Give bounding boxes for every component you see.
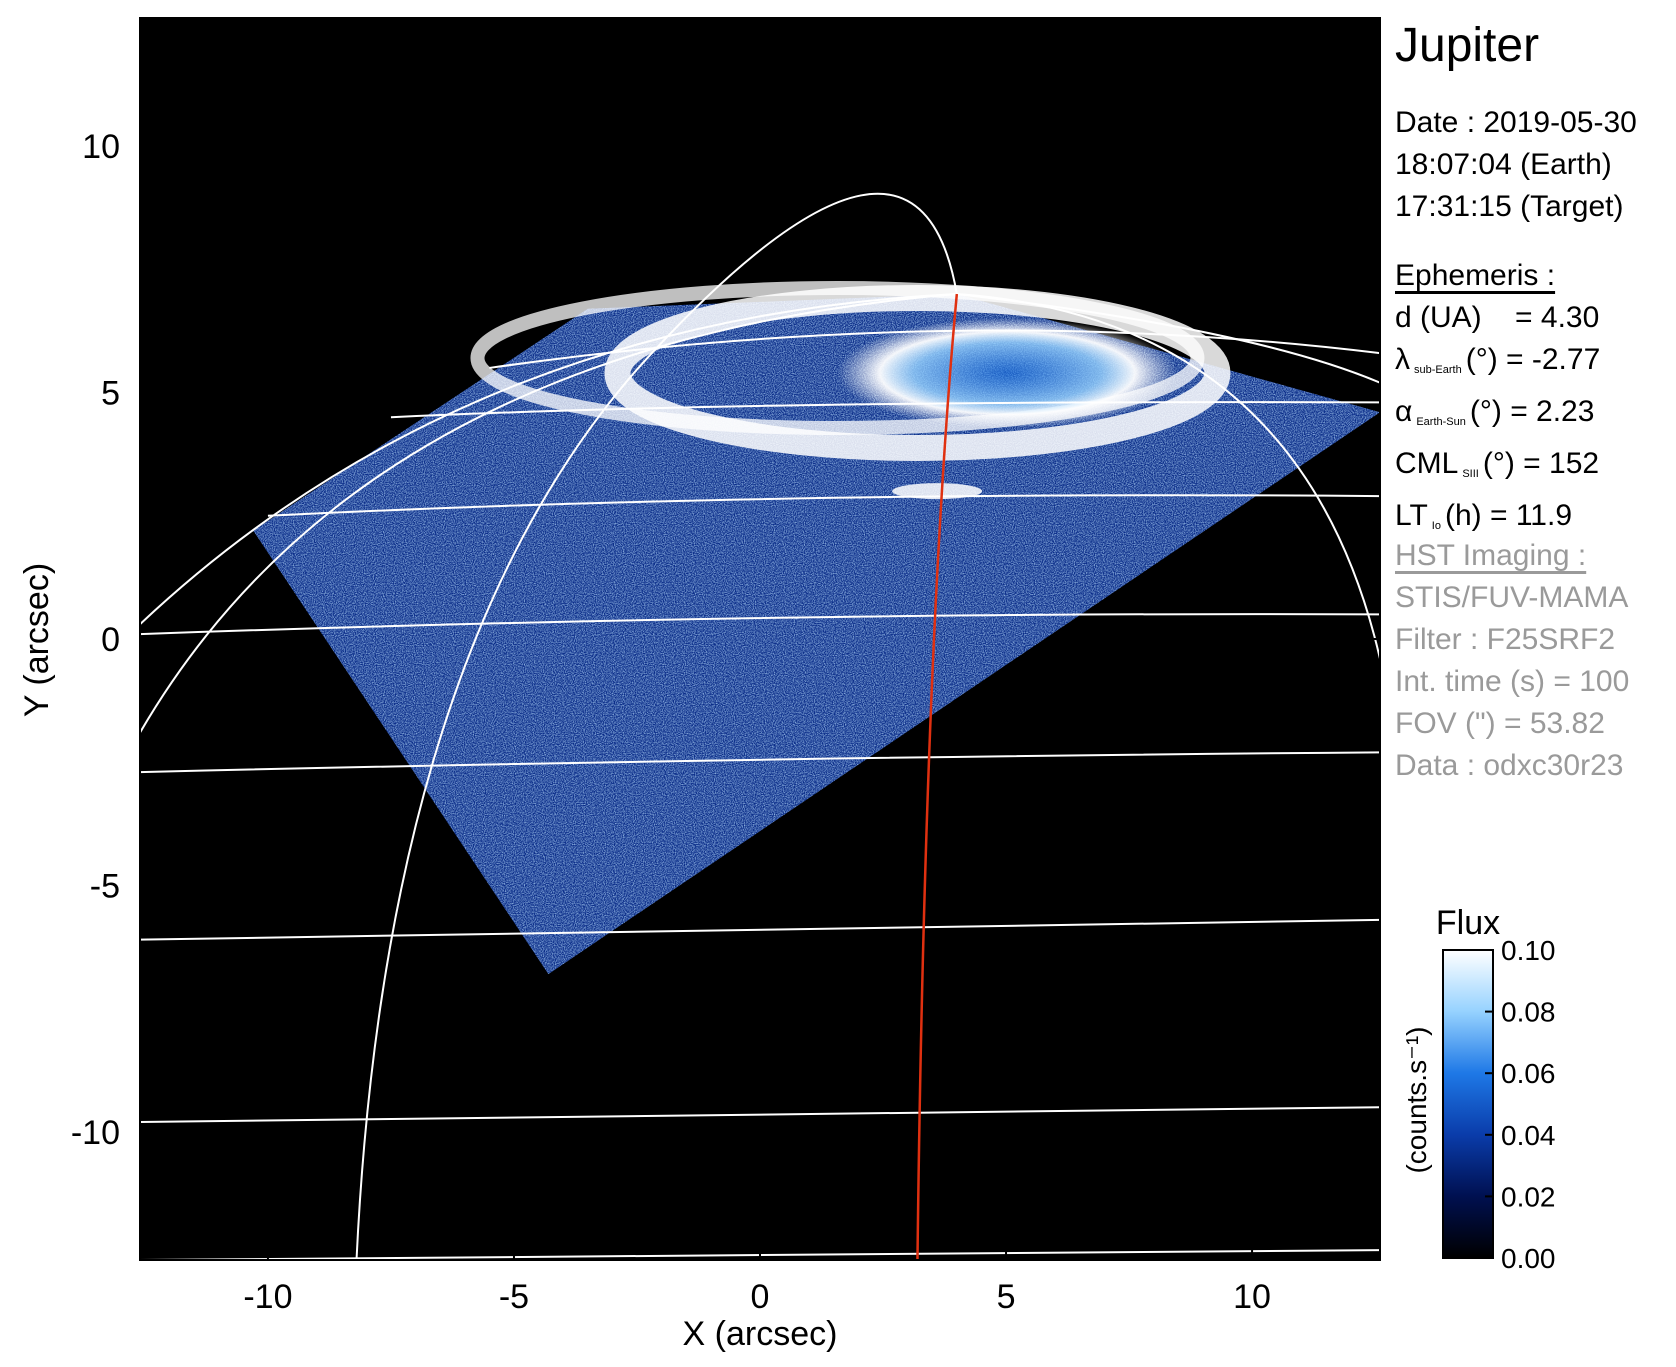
- meridian-1: [140, 293, 957, 734]
- meridian-3: [956, 293, 1380, 659]
- x-tick-label: 5: [997, 1278, 1016, 1316]
- colorbar-tick-label: 0.08: [1501, 997, 1556, 1028]
- image-noise: [253, 294, 1380, 975]
- hst-heading: HST Imaging :: [1395, 539, 1587, 572]
- parallel-5: [267, 494, 1380, 517]
- distance-value: = 4.30: [1515, 301, 1600, 334]
- x-tick-label: -10: [243, 1278, 292, 1316]
- target-time-line: 17:31:15 (Target): [1395, 190, 1624, 223]
- y-axis-label: Y (arcsec): [18, 563, 56, 717]
- hst-imaging-block: HST Imaging : STIS/FUV-MAMA Filter : F25…: [1395, 535, 1629, 787]
- central-meridian-line: [916, 293, 959, 1260]
- colorbar-tick-label: 0.04: [1501, 1120, 1556, 1151]
- meridian-0: [355, 192, 958, 1260]
- date-block: Date : 2019-05-30 18:07:04 (Earth) 17:31…: [1395, 102, 1637, 228]
- colorbar-tick-label: 0.00: [1501, 1243, 1556, 1274]
- parallel-4: [140, 613, 1380, 636]
- distance-line: d (UA) = 4.30: [1395, 297, 1600, 339]
- x-tick-label: 10: [1233, 1278, 1271, 1316]
- distance-label: d (UA): [1395, 301, 1482, 334]
- lambda-symbol: λ: [1395, 343, 1410, 376]
- earth-time-line: 18:07:04 (Earth): [1395, 148, 1612, 181]
- fov-line: FOV (") = 53.82: [1395, 707, 1605, 740]
- meridian-2: [140, 293, 957, 625]
- auroral-oval-outer: [470, 281, 1205, 435]
- x-tick-label: -5: [499, 1278, 529, 1316]
- hst-image: [253, 281, 1380, 975]
- lt-symbol: LT: [1395, 499, 1428, 532]
- y-tick-label: 5: [101, 375, 120, 413]
- date-line: Date : 2019-05-30: [1395, 106, 1637, 139]
- y-axis-ticks: -10 -5 0 5 10: [71, 128, 1380, 1152]
- cml-line: CML SIII (°) = 152: [1395, 443, 1600, 495]
- lat-lon-grid: [140, 192, 1380, 1260]
- local-time-line: LT Io (h) = 11.9: [1395, 495, 1600, 547]
- ephemeris-heading: Ephemeris :: [1395, 259, 1556, 292]
- io-footprint: [892, 483, 983, 500]
- cml-subscript: SIII: [1462, 468, 1479, 480]
- cml-value: (°) = 152: [1482, 447, 1600, 480]
- x-axis-ticks: -10 -5 0 5 10: [243, 18, 1271, 1316]
- colorbar-ticks: 0.00 0.02 0.04 0.06 0.08 0.10: [1485, 935, 1556, 1274]
- integration-time-line: Int. time (s) = 100: [1395, 665, 1630, 698]
- parallel-7: [489, 329, 1380, 369]
- alpha-subscript: Earth-Sun: [1416, 416, 1466, 428]
- lt-value: (h) = 11.9: [1444, 499, 1573, 532]
- cml-symbol: CML: [1395, 447, 1459, 480]
- x-tick-label: 0: [751, 1278, 770, 1316]
- lt-subscript: Io: [1431, 520, 1441, 532]
- phase-angle-line: α Earth-Sun (°) = 2.23: [1395, 391, 1600, 443]
- auroral-emission: [837, 318, 1178, 428]
- y-tick-label: 0: [101, 621, 120, 659]
- alpha-symbol: α: [1395, 395, 1413, 428]
- alpha-value: (°) = 2.23: [1469, 395, 1595, 428]
- colorbar-tick-label: 0.02: [1501, 1181, 1556, 1212]
- x-axis-label: X (arcsec): [683, 1315, 838, 1353]
- colorbar-title: Flux: [1436, 904, 1500, 942]
- y-tick-label: 10: [82, 128, 120, 166]
- colorbar-tick-label: 0.06: [1501, 1058, 1556, 1089]
- colorbar: [1442, 949, 1494, 1259]
- ephemeris-block: Ephemeris : d (UA) = 4.30 λ sub-Earth (°) …: [1395, 255, 1600, 547]
- target-title: Jupiter: [1395, 19, 1540, 72]
- meridian-4: [956, 293, 1380, 384]
- instrument-line: STIS/FUV-MAMA: [1395, 581, 1629, 614]
- y-tick-label: -10: [71, 1114, 120, 1152]
- lambda-value: (°) = -2.77: [1465, 343, 1601, 376]
- y-tick-label: -5: [90, 867, 120, 905]
- data-id-line: Data : odxc30r23: [1395, 749, 1624, 782]
- colorbar-label: (counts.s⁻¹): [1401, 1026, 1432, 1173]
- lambda-subscript: sub-Earth: [1414, 364, 1462, 376]
- parallel-6: [390, 401, 1380, 419]
- colorbar-tick-label: 0.10: [1501, 935, 1556, 966]
- central-meridian: [916, 293, 959, 1260]
- parallel-3: [140, 751, 1380, 774]
- filter-line: Filter : F25SRF2: [1395, 623, 1616, 656]
- sub-earth-lat-line: λ sub-Earth (°) = -2.77: [1395, 339, 1600, 391]
